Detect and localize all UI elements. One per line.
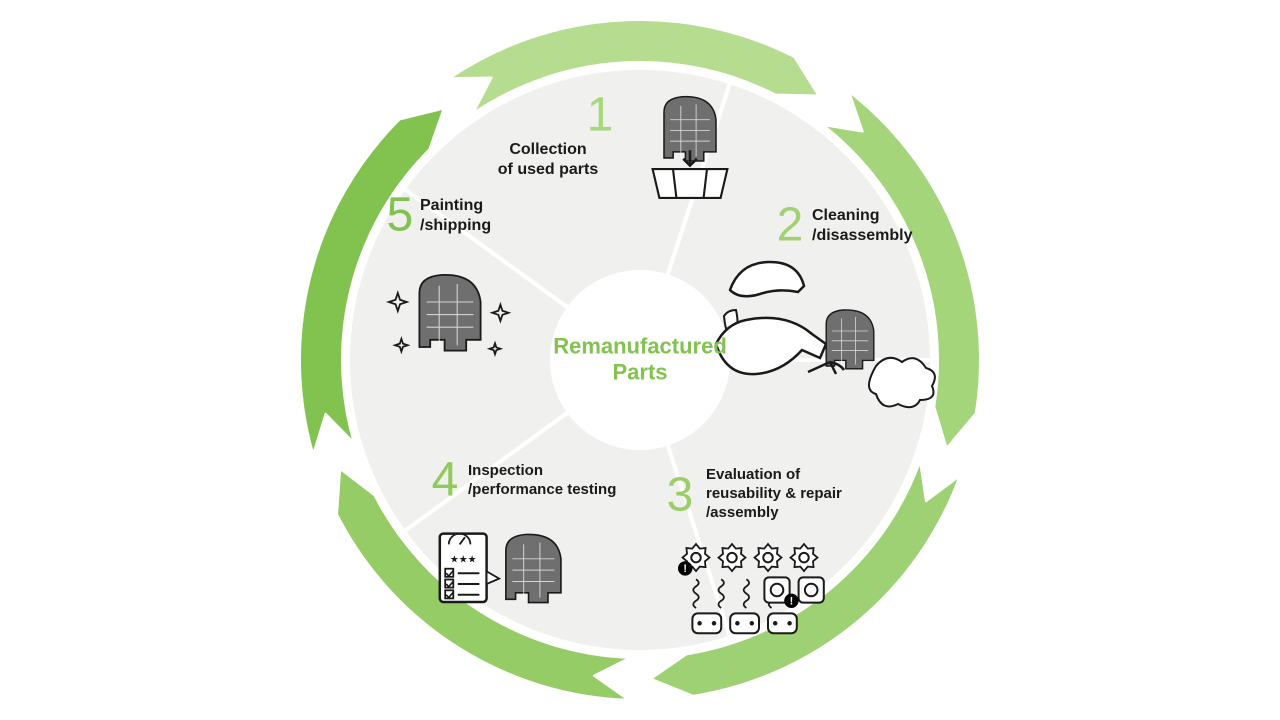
center-line1: Remanufactured — [553, 334, 727, 359]
diagram-stage: !! ★★★ Remanufactured Parts 1Collection o… — [0, 0, 1280, 720]
svg-text:★★★: ★★★ — [450, 554, 477, 565]
step-number-5: 5 — [387, 188, 414, 243]
step-number-2: 2 — [777, 198, 804, 253]
step-number-1: 1 — [587, 88, 614, 143]
center-label: Remanufactured Parts — [553, 334, 727, 387]
step-label-4: Inspection /performance testing — [468, 462, 616, 500]
center-line2: Parts — [612, 360, 667, 385]
svg-text:!: ! — [683, 563, 687, 575]
step-label-2: Cleaning /disassembly — [812, 206, 913, 246]
svg-text:!: ! — [790, 595, 794, 607]
step-label-5: Painting /shipping — [420, 196, 491, 236]
step-number-4: 4 — [432, 453, 459, 508]
step-number-3: 3 — [667, 468, 694, 523]
step-label-1: Collection of used parts — [498, 140, 598, 180]
step-label-3: Evaluation of reusability & repair /asse… — [706, 466, 842, 522]
